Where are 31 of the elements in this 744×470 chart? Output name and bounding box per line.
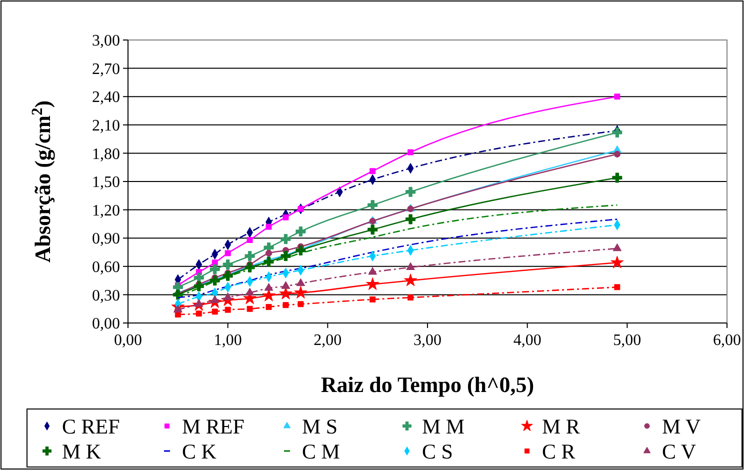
legend-label: M V — [662, 414, 701, 438]
legend-label: C REF — [62, 414, 120, 438]
y-tick-label: 3,00 — [92, 32, 120, 50]
y-tick-label: 1,20 — [92, 202, 120, 220]
legend-label: M S — [302, 414, 338, 438]
x-axis-title: Raiz do Tempo (h^0,5) — [320, 372, 534, 397]
x-tick-label: 5,00 — [613, 332, 642, 349]
x-tick-label: 0,00 — [114, 332, 142, 349]
x-tick-label: 4,00 — [513, 332, 542, 349]
y-tick-label: 0,60 — [92, 259, 120, 276]
legend-label: C S — [422, 439, 453, 464]
x-tick-label: 2,00 — [314, 332, 342, 349]
legend-label: C K — [182, 439, 216, 464]
legend-label: M M — [422, 414, 465, 438]
y-tick-label: 0,90 — [92, 230, 120, 248]
legend-label: M K — [62, 439, 102, 464]
y-tick-label: 1,80 — [92, 146, 120, 163]
x-tick-label: 1,00 — [214, 332, 242, 349]
y-tick-label: 0,30 — [92, 287, 120, 304]
y-tick-label: 2,10 — [92, 118, 120, 134]
legend-label: M REF — [182, 414, 244, 438]
legend-label: C R — [542, 439, 576, 464]
legend-label: C V — [662, 439, 696, 464]
y-tick-label: 1,50 — [92, 174, 120, 192]
x-tick-label: 3,00 — [414, 332, 442, 349]
y-tick-label: 2,70 — [92, 60, 120, 78]
y-tick-label: 0,00 — [92, 316, 120, 333]
legend-label: C M — [302, 439, 340, 464]
y-tick-label: 2,40 — [92, 89, 120, 106]
x-tick-label: 6,00 — [713, 332, 741, 349]
legend-label: M R — [542, 414, 580, 438]
